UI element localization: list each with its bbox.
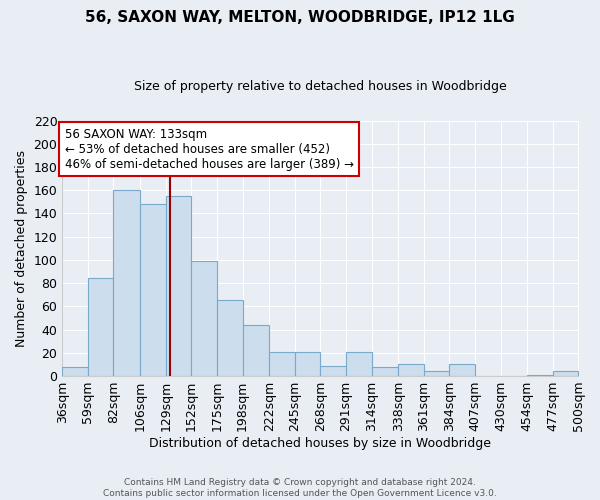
Bar bbox=[166, 196, 191, 376]
Bar bbox=[113, 190, 140, 376]
Bar bbox=[217, 300, 242, 376]
Bar bbox=[371, 366, 398, 376]
Y-axis label: Number of detached properties: Number of detached properties bbox=[15, 150, 28, 347]
Title: Size of property relative to detached houses in Woodbridge: Size of property relative to detached ho… bbox=[134, 80, 507, 93]
Text: 56 SAXON WAY: 133sqm
← 53% of detached houses are smaller (452)
46% of semi-deta: 56 SAXON WAY: 133sqm ← 53% of detached h… bbox=[65, 128, 353, 170]
Bar bbox=[527, 375, 553, 376]
Bar bbox=[191, 261, 217, 376]
Bar bbox=[242, 325, 269, 376]
Bar bbox=[269, 352, 295, 376]
Text: Contains HM Land Registry data © Crown copyright and database right 2024.
Contai: Contains HM Land Registry data © Crown c… bbox=[103, 478, 497, 498]
Bar bbox=[424, 372, 449, 376]
Bar bbox=[62, 366, 88, 376]
Bar bbox=[140, 204, 166, 376]
Bar bbox=[88, 278, 113, 376]
Bar bbox=[295, 352, 320, 376]
Bar bbox=[346, 352, 371, 376]
X-axis label: Distribution of detached houses by size in Woodbridge: Distribution of detached houses by size … bbox=[149, 437, 491, 450]
Bar bbox=[320, 366, 346, 376]
Bar bbox=[449, 364, 475, 376]
Text: 56, SAXON WAY, MELTON, WOODBRIDGE, IP12 1LG: 56, SAXON WAY, MELTON, WOODBRIDGE, IP12 … bbox=[85, 10, 515, 25]
Bar bbox=[553, 372, 578, 376]
Bar bbox=[398, 364, 424, 376]
